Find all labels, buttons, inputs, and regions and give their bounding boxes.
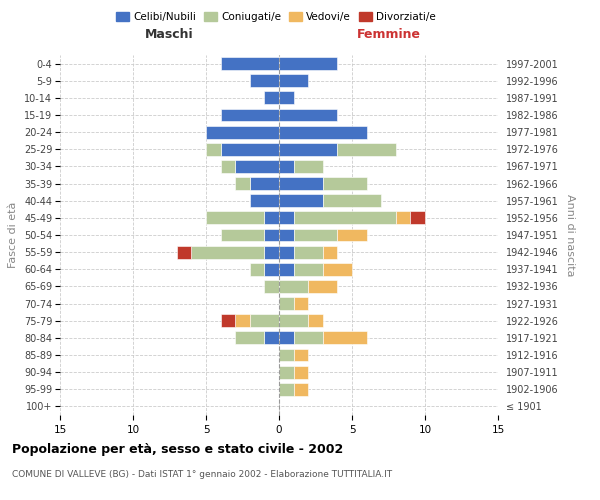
Bar — [279, 126, 367, 138]
Bar — [206, 143, 221, 156]
Bar — [235, 177, 250, 190]
Bar — [221, 108, 279, 122]
Bar — [279, 314, 308, 327]
Bar — [250, 263, 265, 276]
Bar — [250, 177, 279, 190]
Bar — [293, 332, 323, 344]
Bar — [293, 246, 323, 258]
Bar — [265, 228, 279, 241]
Bar — [206, 212, 265, 224]
Y-axis label: Fasce di età: Fasce di età — [8, 202, 19, 268]
Bar — [206, 126, 279, 138]
Bar — [293, 348, 308, 362]
Bar — [308, 314, 323, 327]
Text: Maschi: Maschi — [145, 28, 194, 42]
Bar — [279, 228, 293, 241]
Bar — [279, 297, 293, 310]
Bar — [221, 57, 279, 70]
Bar — [323, 263, 352, 276]
Bar — [323, 194, 381, 207]
Bar — [250, 314, 279, 327]
Bar — [279, 348, 293, 362]
Bar — [279, 160, 293, 173]
Bar — [235, 314, 250, 327]
Bar — [293, 228, 337, 241]
Bar — [221, 160, 235, 173]
Bar — [293, 212, 396, 224]
Bar — [279, 246, 293, 258]
Bar — [221, 314, 235, 327]
Bar — [265, 332, 279, 344]
Bar — [293, 263, 323, 276]
Bar — [279, 383, 293, 396]
Bar — [265, 92, 279, 104]
Bar — [279, 108, 337, 122]
Text: Popolazione per età, sesso e stato civile - 2002: Popolazione per età, sesso e stato civil… — [12, 442, 343, 456]
Bar — [279, 143, 337, 156]
Bar — [279, 177, 323, 190]
Bar — [250, 194, 279, 207]
Bar — [279, 366, 293, 378]
Bar — [265, 246, 279, 258]
Bar — [279, 263, 293, 276]
Bar — [221, 143, 279, 156]
Text: COMUNE DI VALLEVE (BG) - Dati ISTAT 1° gennaio 2002 - Elaborazione TUTTITALIA.IT: COMUNE DI VALLEVE (BG) - Dati ISTAT 1° g… — [12, 470, 392, 479]
Bar — [279, 92, 293, 104]
Bar — [265, 212, 279, 224]
Bar — [293, 383, 308, 396]
Bar — [265, 280, 279, 293]
Text: Femmine: Femmine — [356, 28, 421, 42]
Bar — [293, 160, 323, 173]
Bar — [250, 74, 279, 87]
Bar — [221, 228, 265, 241]
Bar — [279, 280, 308, 293]
Y-axis label: Anni di nascita: Anni di nascita — [565, 194, 575, 276]
Bar — [323, 246, 337, 258]
Bar — [293, 366, 308, 378]
Bar — [323, 177, 367, 190]
Bar — [279, 332, 293, 344]
Bar — [279, 74, 308, 87]
Bar — [279, 57, 337, 70]
Bar — [410, 212, 425, 224]
Bar — [323, 332, 367, 344]
Bar — [308, 280, 337, 293]
Bar — [279, 194, 323, 207]
Legend: Celibi/Nubili, Coniugati/e, Vedovi/e, Divorziati/e: Celibi/Nubili, Coniugati/e, Vedovi/e, Di… — [112, 8, 440, 26]
Bar — [293, 297, 308, 310]
Bar — [279, 212, 293, 224]
Bar — [396, 212, 410, 224]
Bar — [191, 246, 265, 258]
Bar — [265, 263, 279, 276]
Bar — [235, 160, 279, 173]
Bar — [337, 228, 367, 241]
Bar — [177, 246, 191, 258]
Bar — [235, 332, 265, 344]
Bar — [337, 143, 396, 156]
